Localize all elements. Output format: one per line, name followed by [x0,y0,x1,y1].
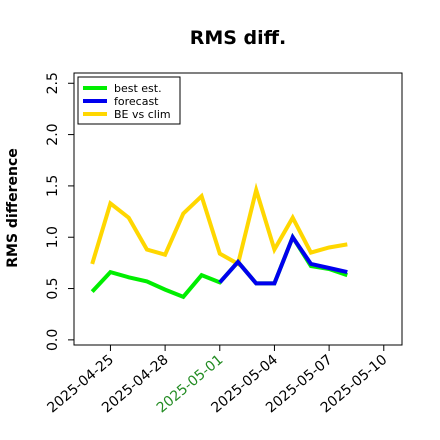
legend-label: best est. [114,82,162,95]
y-axis-label: RMS difference [5,148,21,268]
legend-label: forecast [114,95,159,108]
y-tick-label: 1.5 [45,175,61,197]
x-axis-ticks: 2025-04-252025-04-282025-05-012025-05-04… [44,345,390,416]
plot-frame [73,72,403,346]
y-tick-label: 1.0 [45,226,61,248]
y-tick-label: 0.0 [45,329,61,351]
series-line-forecast [218,232,348,286]
chart-title: RMS diff. [190,27,287,49]
legend-label: BE vs clim [114,108,171,121]
series-line-be-vs-clim [90,182,348,267]
y-axis-ticks: 0.0 0.5 1.0 1.5 2.0 2.5 [45,72,74,351]
series-lines [90,182,348,300]
y-tick-label: 0.5 [45,277,61,299]
y-tick-label: 2.0 [45,123,61,145]
y-tick-label: 2.5 [45,72,61,94]
